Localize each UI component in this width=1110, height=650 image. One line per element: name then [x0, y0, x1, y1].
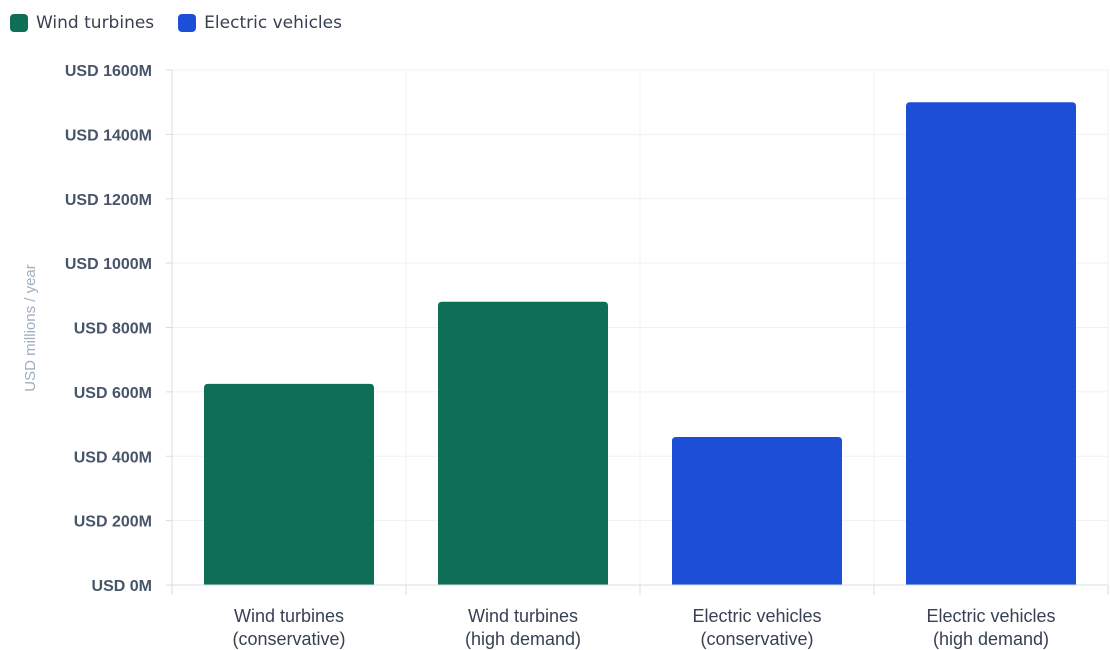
legend: Wind turbines Electric vehicles — [10, 10, 342, 36]
y-tick-label: USD 600M — [74, 385, 152, 402]
legend-label-wind-turbines: Wind turbines — [36, 13, 155, 33]
bar-electric-vehicles-2[interactable] — [672, 436, 842, 585]
y-tick-label: USD 1600M — [65, 63, 152, 80]
x-tick-label: Electric vehicles (conservative) — [692, 606, 821, 649]
legend-swatch-electric-vehicles — [178, 14, 197, 32]
bar-wind-turbines-1[interactable] — [438, 301, 608, 585]
y-axis-title: USD millions / year — [22, 264, 39, 392]
y-tick-label: USD 400M — [74, 449, 152, 466]
y-axis: USD 0M USD 200M USD 400M USD 600M USD 800M US… — [65, 63, 173, 595]
legend-item-wind-turbines[interactable]: Wind turbines — [10, 13, 154, 33]
y-tick-label: USD 1200M — [65, 192, 152, 209]
bar-wind-turbines-0[interactable] — [204, 383, 374, 585]
legend-swatch-wind-turbines — [10, 14, 28, 32]
x-tick-label: Electric vehicles (high demand) — [926, 606, 1055, 649]
bar-electric-vehicles-3[interactable] — [906, 102, 1076, 585]
legend-label-electric-vehicles: Electric vehicles — [204, 13, 342, 33]
x-axis: Wind turbines (conservative) Wind turbines… — [171, 584, 1109, 649]
x-tick-label: Wind turbines (conservative) — [232, 606, 345, 649]
y-tick-label: USD 0M — [92, 578, 152, 595]
x-tick-label: Wind turbines (high demand) — [465, 606, 581, 649]
y-tick-label: USD 1400M — [65, 127, 152, 144]
bars — [204, 102, 1076, 585]
y-tick-label: USD 200M — [74, 514, 152, 531]
y-tick-label: USD 800M — [74, 321, 152, 338]
legend-item-electric-vehicles[interactable]: Electric vehicles — [178, 13, 342, 33]
y-tick-label: USD 1000M — [65, 256, 152, 273]
